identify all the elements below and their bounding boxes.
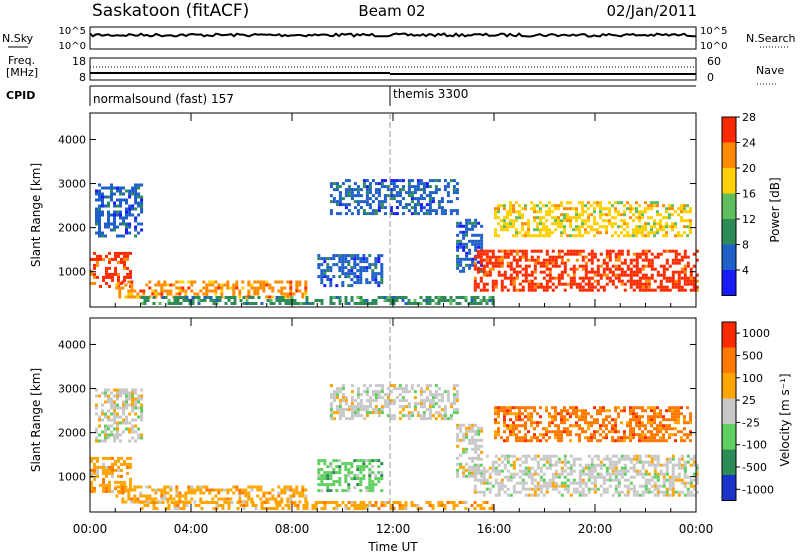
xtick-label: 20:00 <box>578 522 613 536</box>
power-colorbar-segment <box>722 167 736 194</box>
xtick-label: 00:00 <box>679 522 714 536</box>
noise-left-tick-top: 10^5 <box>59 26 86 37</box>
freq-label-1: Freq. <box>8 54 35 67</box>
noise-left-label: N.Sky <box>2 32 34 45</box>
velocity-echo-region <box>473 454 699 497</box>
xtick-label: 00:00 <box>73 522 108 536</box>
power-echo-region <box>90 251 132 288</box>
freq-label-2: [MHz] <box>6 66 38 79</box>
noise-sky-line <box>89 32 696 38</box>
velocity-colorbar-tick: 25 <box>742 394 756 407</box>
power-echo-region <box>473 249 699 292</box>
power-ytick-label: 1000 <box>58 266 86 279</box>
cpid-mode-1: normalsound (fast) 157 <box>93 92 234 106</box>
velocity-ytick-label: 4000 <box>58 338 86 351</box>
cpid-label: CPID <box>6 89 35 102</box>
power-panel: 1000 2000 3000 4000 Slant Range [km] 4 8 12 16… <box>29 111 782 308</box>
noise-panel: N.Sky 10^5 10^0 10^5 10^0 N.Search <box>2 26 796 52</box>
power-colorbar-tick: 12 <box>742 213 756 226</box>
noise-right-label: N.Search <box>746 32 796 45</box>
velocity-echo-region <box>95 388 144 443</box>
noise-left-tick-bottom: 10^0 <box>59 41 86 52</box>
velocity-colorbar-segment <box>722 449 736 475</box>
freq-right-tick-top: 60 <box>707 55 721 68</box>
date-label: 02/Jan/2011 <box>607 2 698 20</box>
beam-label: Beam 02 <box>358 2 425 20</box>
velocity-colorbar-segment <box>722 347 736 373</box>
velocity-colorbar-tick: 100 <box>742 372 763 385</box>
power-echo-field <box>90 179 699 305</box>
velocity-echo-region <box>317 459 384 493</box>
power-colorbar-segment <box>722 193 736 219</box>
power-colorbar-segment <box>722 244 736 270</box>
xaxis-label: Time UT <box>367 540 418 554</box>
velocity-colorbar-segment <box>722 474 736 501</box>
velocity-colorbar-tick: -500 <box>742 461 767 474</box>
power-colorbar: 4 8 12 16 20 24 28 <box>721 111 756 296</box>
velocity-colorbar-label: Velocity [m s⁻¹] <box>778 373 792 466</box>
nave-label: Nave <box>756 64 784 77</box>
velocity-colorbar: 1000 500 100 25 -25 -100 -500 -1000 <box>721 321 774 501</box>
noise-right-tick-top: 10^5 <box>700 26 727 37</box>
velocity-echo-region <box>329 384 459 421</box>
velocity-echo-region <box>115 485 308 504</box>
cpid-panel: CPID normalsound (fast) 157 themis 3300 <box>6 85 696 106</box>
xtick-label: 04:00 <box>174 522 209 536</box>
power-colorbar-tick: 20 <box>742 162 756 175</box>
freq-right-tick-bottom: 0 <box>707 71 714 84</box>
velocity-ytick-label: 2000 <box>58 427 86 440</box>
velocity-colorbar-tick: 500 <box>742 349 763 362</box>
power-colorbar-tick: 28 <box>742 111 756 124</box>
xtick-label: 16:00 <box>477 522 512 536</box>
power-colorbar-label: Power [dB] <box>768 177 782 242</box>
velocity-colorbar-tick: -100 <box>742 439 767 452</box>
freq-left-tick-bottom: 8 <box>79 71 86 84</box>
power-echo-region <box>140 296 495 305</box>
velocity-echo-region <box>494 406 692 443</box>
power-colorbar-tick: 4 <box>742 264 749 277</box>
power-echo-region <box>329 179 459 216</box>
velocity-colorbar-tick: -25 <box>742 416 760 429</box>
power-echo-region <box>317 254 384 288</box>
velocity-colorbar-tick: 1000 <box>742 327 770 340</box>
velocity-ylabel: Slant Range [km] <box>29 368 43 472</box>
power-colorbar-segment <box>722 117 736 143</box>
power-colorbar-segment <box>722 218 736 245</box>
power-colorbar-segment <box>722 142 736 168</box>
velocity-echo-region <box>140 501 495 510</box>
station-title: Saskatoon (fitACF) <box>92 1 249 21</box>
freq-panel: Freq. [MHz] 18 8 60 0 Nave <box>6 54 784 85</box>
power-colorbar-tick: 24 <box>742 136 756 149</box>
power-ytick-label: 2000 <box>58 222 86 235</box>
power-echo-region <box>494 201 692 238</box>
velocity-colorbar-segment <box>722 372 736 399</box>
velocity-colorbar-segment <box>722 423 736 450</box>
velocity-colorbar-tick: -1000 <box>742 483 774 496</box>
velocity-ytick-label: 3000 <box>58 383 86 396</box>
cpid-mode-2: themis 3300 <box>393 87 468 101</box>
power-ytick-label: 3000 <box>58 178 86 191</box>
power-ylabel: Slant Range [km] <box>29 163 43 267</box>
velocity-echo-field <box>90 384 699 510</box>
power-colorbar-tick: 8 <box>742 238 749 251</box>
freq-left-tick-top: 18 <box>72 55 86 68</box>
velocity-colorbar-segment <box>722 398 736 424</box>
power-echo-region <box>456 218 484 273</box>
velocity-ytick-label: 1000 <box>58 471 86 484</box>
power-echo-region <box>95 183 144 238</box>
xtick-label: 12:00 <box>376 522 411 536</box>
power-colorbar-segment <box>722 269 736 296</box>
velocity-panel: 1000 2000 3000 4000 Slant Range [km] 1000 50… <box>29 113 792 554</box>
power-ytick-label: 4000 <box>58 133 86 146</box>
xtick-label: 08:00 <box>275 522 310 536</box>
power-echo-region <box>115 280 308 299</box>
power-colorbar-tick: 16 <box>742 187 756 200</box>
velocity-colorbar-segment <box>722 322 736 348</box>
noise-right-tick-bottom: 10^0 <box>700 41 727 52</box>
